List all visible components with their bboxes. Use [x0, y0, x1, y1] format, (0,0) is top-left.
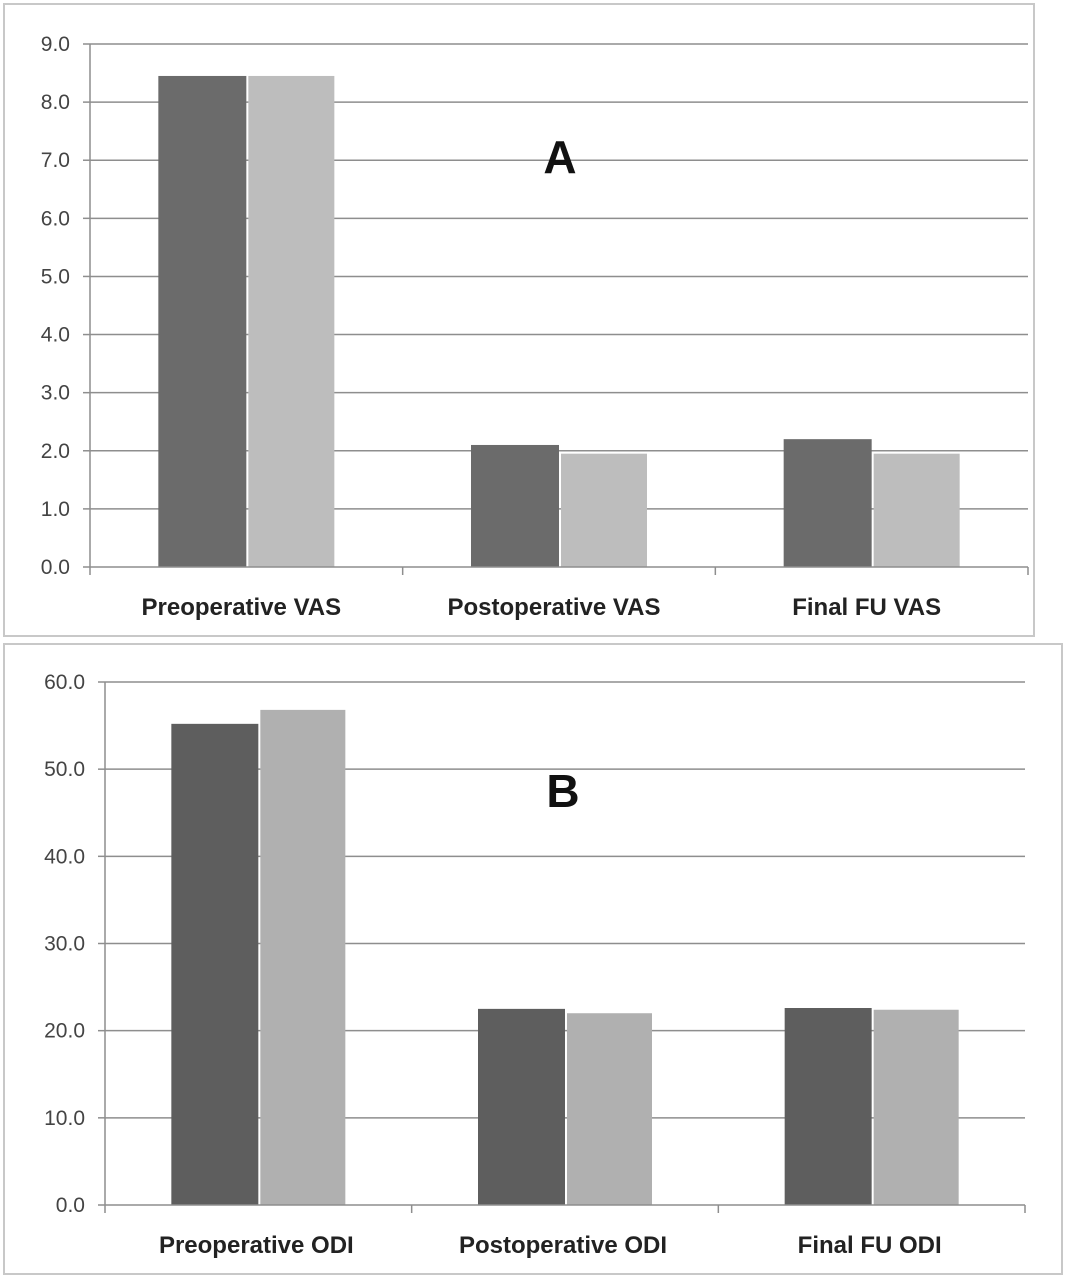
y-tick-label: 8.0 [41, 91, 70, 114]
y-tick-label: 0.0 [41, 556, 70, 579]
bar-series-1 [158, 75, 247, 567]
bars-b [171, 709, 959, 1205]
x-category-label: Postoperative VAS [448, 594, 661, 621]
y-tick-label: 40.0 [44, 845, 85, 868]
y-tick-label: 2.0 [41, 440, 70, 463]
x-category-label: Postoperative ODI [459, 1232, 667, 1259]
chart-panel-b: 0.0 10.0 20.0 30.0 40.0 50.0 60.0 Preoperative … [3, 643, 1063, 1275]
chart-panel-a: 0.0 1.0 2.0 3.0 4.0 5.0 6.0 7.0 8.0 9.0 Preoperati… [3, 3, 1035, 637]
y-tick-label: 60.0 [44, 671, 85, 694]
bars-a [158, 75, 960, 567]
bar-series-2 [260, 709, 346, 1205]
bar-series-1 [471, 444, 559, 567]
bar-series-1 [171, 723, 259, 1205]
y-tick-label: 9.0 [41, 33, 70, 56]
panel-label-a: A [543, 131, 576, 183]
y-tick-label: 0.0 [56, 1194, 85, 1217]
y-tick-label: 10.0 [44, 1107, 85, 1130]
y-tick-label: 3.0 [41, 382, 70, 405]
bar-series-1 [478, 1008, 565, 1205]
axes-b: 0.0 10.0 20.0 30.0 40.0 50.0 60.0 Preoperative … [44, 671, 1026, 1259]
y-tick-label: 1.0 [41, 498, 70, 521]
y-tick-label: 50.0 [44, 758, 85, 781]
bar-series-2 [873, 1009, 959, 1205]
bar-series-2 [567, 1013, 652, 1205]
y-tick-label: 4.0 [41, 324, 70, 347]
bar-chart-b: 0.0 10.0 20.0 30.0 40.0 50.0 60.0 Preoperative … [44, 671, 1026, 1259]
bar-series-2 [873, 453, 960, 567]
y-tick-label: 5.0 [41, 265, 70, 288]
x-category-label: Preoperative VAS [142, 594, 342, 621]
x-category-label: Final FU VAS [792, 594, 941, 621]
panel-label-b: B [546, 765, 579, 817]
x-category-label: Preoperative ODI [159, 1232, 354, 1259]
y-tick-label: 7.0 [41, 149, 70, 172]
bar-series-2 [561, 453, 647, 567]
axes-a: 0.0 1.0 2.0 3.0 4.0 5.0 6.0 7.0 8.0 9.0 Preoperati… [41, 33, 1029, 621]
bar-chart-a: 0.0 1.0 2.0 3.0 4.0 5.0 6.0 7.0 8.0 9.0 Preoperati… [41, 33, 1029, 621]
bar-series-1 [783, 439, 872, 567]
bar-series-2 [248, 75, 335, 567]
y-tick-label: 20.0 [44, 1020, 85, 1043]
y-tick-label: 6.0 [41, 207, 70, 230]
y-tick-label: 30.0 [44, 933, 85, 956]
x-category-label: Final FU ODI [798, 1232, 942, 1259]
bar-series-1 [784, 1008, 872, 1205]
